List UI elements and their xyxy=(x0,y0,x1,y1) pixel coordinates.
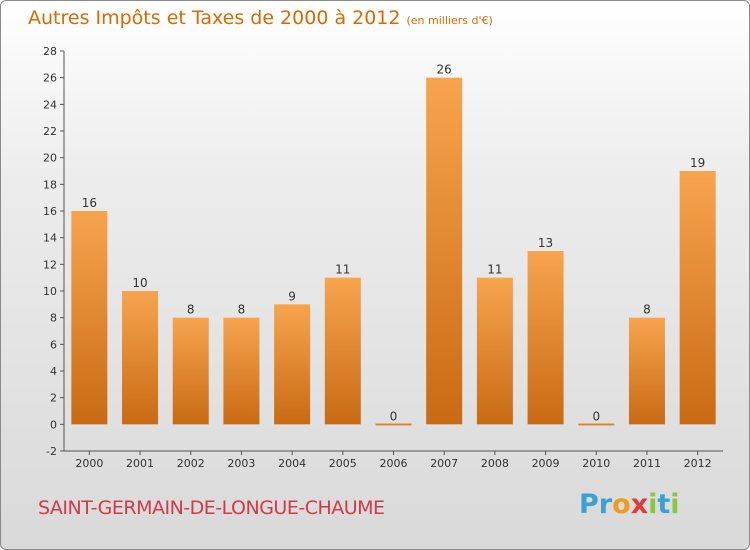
x-tick-label: 2005 xyxy=(329,457,357,470)
data-label: 8 xyxy=(643,303,651,317)
data-label: 11 xyxy=(335,263,350,277)
x-tick-label: 2010 xyxy=(582,457,610,470)
bar xyxy=(679,171,716,425)
y-tick-label: 0 xyxy=(50,418,57,431)
logo-letter: P xyxy=(579,489,599,520)
x-tick-label: 2011 xyxy=(633,457,661,470)
x-tick-label: 2008 xyxy=(481,457,509,470)
y-tick-label: 8 xyxy=(50,312,57,325)
logo-letter: t xyxy=(657,489,671,520)
logo-letter: i xyxy=(648,489,658,520)
data-label: 10 xyxy=(132,276,147,290)
bar xyxy=(578,423,615,426)
bar xyxy=(476,277,513,425)
data-label: 0 xyxy=(592,409,600,423)
logo-letter: x xyxy=(630,489,649,520)
y-tick-label: 2 xyxy=(50,392,57,405)
y-tick-label: 16 xyxy=(43,205,57,218)
y-tick-label: 14 xyxy=(43,232,57,245)
bar xyxy=(324,277,361,425)
logo-letter: o xyxy=(612,489,631,520)
data-label: 9 xyxy=(288,289,296,303)
x-tick-label: 2001 xyxy=(126,457,154,470)
x-tick-label: 2000 xyxy=(75,457,103,470)
y-tick-label: 26 xyxy=(43,72,57,85)
x-tick-label: 2004 xyxy=(278,457,306,470)
bar xyxy=(172,317,209,425)
y-tick-label: 28 xyxy=(43,45,57,58)
data-label: 19 xyxy=(690,156,705,170)
bar xyxy=(274,304,311,425)
data-label: 26 xyxy=(437,63,452,77)
logo-letter: r xyxy=(598,489,613,520)
data-label: 11 xyxy=(487,263,502,277)
x-tick-label: 2009 xyxy=(532,457,560,470)
y-tick-label: 22 xyxy=(43,125,57,138)
bar xyxy=(426,77,463,425)
bar xyxy=(223,317,260,425)
bar xyxy=(527,251,564,425)
bar xyxy=(122,291,159,425)
y-tick-label: 10 xyxy=(43,285,57,298)
data-label: 0 xyxy=(390,409,398,423)
chart-subtitle: (en milliers d'€) xyxy=(406,14,493,27)
chart-title-text: Autres Impôts et Taxes de 2000 à 2012 xyxy=(28,7,401,29)
chart-bars xyxy=(71,77,716,426)
y-tick-label: 18 xyxy=(43,178,57,191)
x-tick-label: 2007 xyxy=(430,457,458,470)
y-tick-label: 20 xyxy=(43,152,57,165)
logo-letter: i xyxy=(670,489,680,520)
data-label: 13 xyxy=(538,236,553,250)
y-tick-label: 4 xyxy=(50,365,57,378)
x-tick-label: 2002 xyxy=(177,457,205,470)
x-tick-label: 2012 xyxy=(684,457,712,470)
x-tick-label: 2003 xyxy=(227,457,255,470)
bar xyxy=(71,211,108,425)
x-tick-label: 2006 xyxy=(380,457,408,470)
data-label: 8 xyxy=(187,303,195,317)
chart-data-labels: 16 10 8 8 9 11 0 26 11 13 0 8 19 xyxy=(82,63,706,424)
y-tick-label: 12 xyxy=(43,258,57,271)
proxiti-logo: Proxiti xyxy=(579,489,680,520)
chart-title: Autres Impôts et Taxes de 2000 à 2012 (en… xyxy=(28,7,493,29)
data-label: 8 xyxy=(238,303,246,317)
y-tick-label: 6 xyxy=(50,338,57,351)
commune-name: SAINT-GERMAIN-DE-LONGUE-CHAUME xyxy=(38,497,385,519)
bar xyxy=(628,317,665,425)
data-label: 16 xyxy=(82,196,97,210)
y-tick-label: -2 xyxy=(46,445,57,458)
bar xyxy=(375,423,412,426)
y-tick-label: 24 xyxy=(43,98,57,111)
